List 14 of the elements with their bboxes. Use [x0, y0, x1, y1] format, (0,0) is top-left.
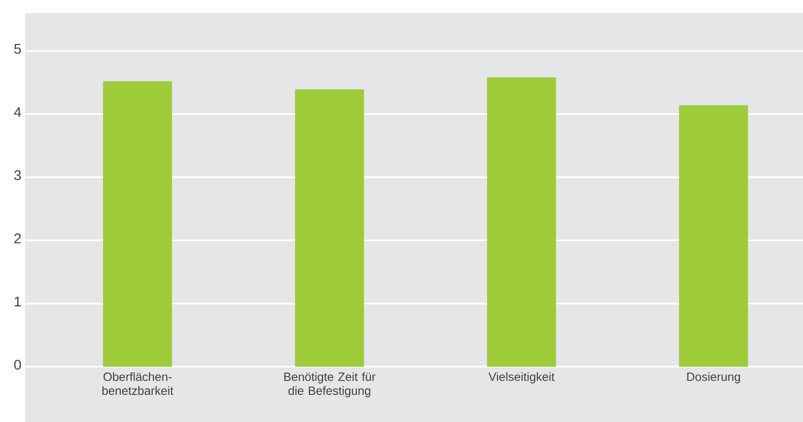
bar [295, 89, 364, 367]
x-tick-label: Benötigte Zeit für die Befestigung [284, 372, 376, 398]
y-tick-label: 2 [14, 233, 21, 244]
bar [679, 105, 748, 367]
bar [487, 77, 556, 367]
x-tick-label: Oberflächen-benetzbarkeit [102, 372, 174, 395]
y-tick-label: 4 [14, 107, 22, 117]
y-tick-label: 1 [14, 296, 21, 306]
x-tick-label: Vielseitigkeit [488, 372, 555, 384]
y-tick-label: 5 [14, 44, 21, 54]
x-tick-label: Dosierung [687, 372, 740, 384]
bar [103, 81, 172, 367]
y-tick-label: 3 [14, 170, 21, 180]
y-tick-label: 0 [14, 360, 21, 370]
